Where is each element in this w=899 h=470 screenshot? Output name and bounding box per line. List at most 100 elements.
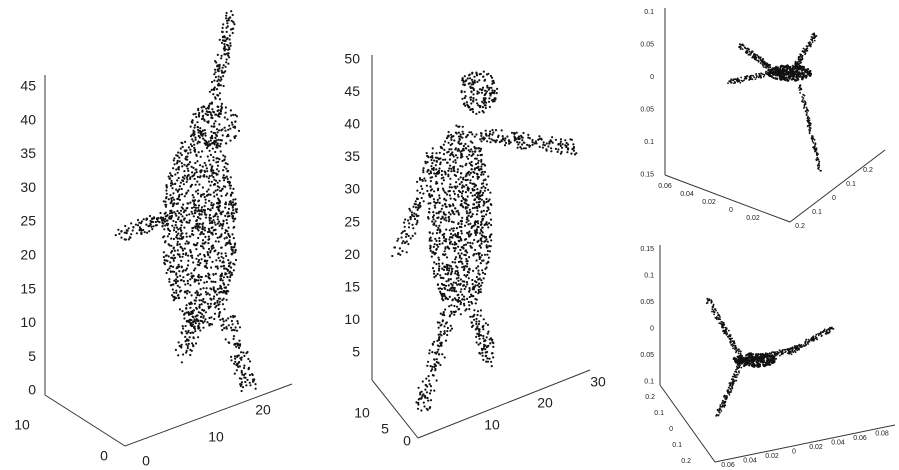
point: [176, 275, 179, 279]
point: [170, 197, 173, 200]
point: [218, 259, 222, 262]
point: [170, 200, 173, 204]
point: [426, 161, 429, 164]
point: [225, 38, 228, 41]
point: [213, 143, 216, 146]
point: [436, 172, 439, 175]
point: [218, 297, 222, 300]
point: [447, 169, 450, 172]
point: [480, 254, 483, 257]
point: [478, 73, 481, 76]
point: [210, 130, 213, 133]
point: [223, 36, 226, 39]
point: [229, 16, 232, 19]
point: [480, 140, 483, 143]
point: [184, 140, 187, 143]
point: [423, 405, 426, 408]
point: [215, 193, 218, 196]
point: [240, 358, 243, 361]
point: [465, 210, 468, 213]
point: [176, 249, 179, 252]
point: [748, 354, 751, 357]
point: [189, 143, 192, 146]
point: [172, 259, 175, 262]
point: [454, 174, 458, 177]
point: [231, 201, 234, 204]
point: [463, 90, 466, 93]
point: [462, 265, 465, 268]
point: [456, 168, 459, 171]
point: [771, 71, 775, 74]
point: [189, 184, 193, 187]
point: [517, 137, 520, 141]
point: [441, 147, 444, 150]
point: [477, 196, 480, 199]
point: [722, 324, 724, 327]
point: [433, 389, 436, 392]
point: [220, 69, 223, 72]
point: [449, 324, 452, 327]
point: [531, 143, 534, 146]
point: [442, 311, 445, 314]
point: [458, 225, 461, 228]
point: [219, 110, 223, 113]
point: [464, 249, 468, 252]
point: [208, 217, 211, 220]
point: [232, 198, 235, 201]
point: [465, 212, 469, 215]
point: [461, 266, 464, 269]
point: [485, 360, 488, 363]
point: [471, 242, 474, 245]
point: [487, 261, 490, 264]
point: [189, 235, 192, 238]
point: [472, 152, 475, 156]
point: [772, 351, 775, 354]
point: [481, 351, 484, 354]
point: [173, 226, 176, 229]
point: [187, 189, 190, 192]
point: [454, 234, 457, 237]
point: [486, 357, 489, 360]
point: [467, 145, 470, 148]
point: [182, 252, 185, 256]
point: [751, 56, 754, 59]
point: [181, 325, 184, 328]
point: [474, 248, 477, 252]
point: [214, 97, 217, 100]
point: [157, 217, 160, 220]
point: [763, 66, 765, 68]
point: [234, 202, 237, 205]
point: [735, 78, 738, 81]
point: [214, 223, 217, 226]
point: [474, 150, 477, 153]
point: [459, 135, 462, 138]
point: [808, 340, 811, 343]
point: [786, 68, 789, 71]
point: [787, 73, 790, 76]
point: [801, 96, 804, 98]
point: [198, 111, 201, 115]
point: [211, 206, 214, 210]
point: [220, 246, 223, 249]
point: [180, 265, 183, 268]
point: [817, 163, 820, 166]
point: [517, 143, 520, 146]
point: [440, 173, 443, 176]
point: [428, 392, 432, 395]
point: [238, 339, 241, 342]
tick-label: 0: [792, 448, 796, 455]
point: [444, 191, 447, 194]
tick-label: 0.2: [863, 167, 873, 174]
point: [485, 210, 489, 213]
point: [485, 244, 488, 247]
point: [197, 204, 201, 207]
point: [433, 340, 436, 343]
point: [124, 224, 127, 228]
point: [191, 194, 194, 197]
tick-label: 0.06: [853, 435, 867, 442]
point: [497, 134, 500, 137]
point: [477, 203, 480, 206]
point: [469, 181, 472, 184]
point: [217, 256, 220, 259]
point: [219, 212, 222, 215]
